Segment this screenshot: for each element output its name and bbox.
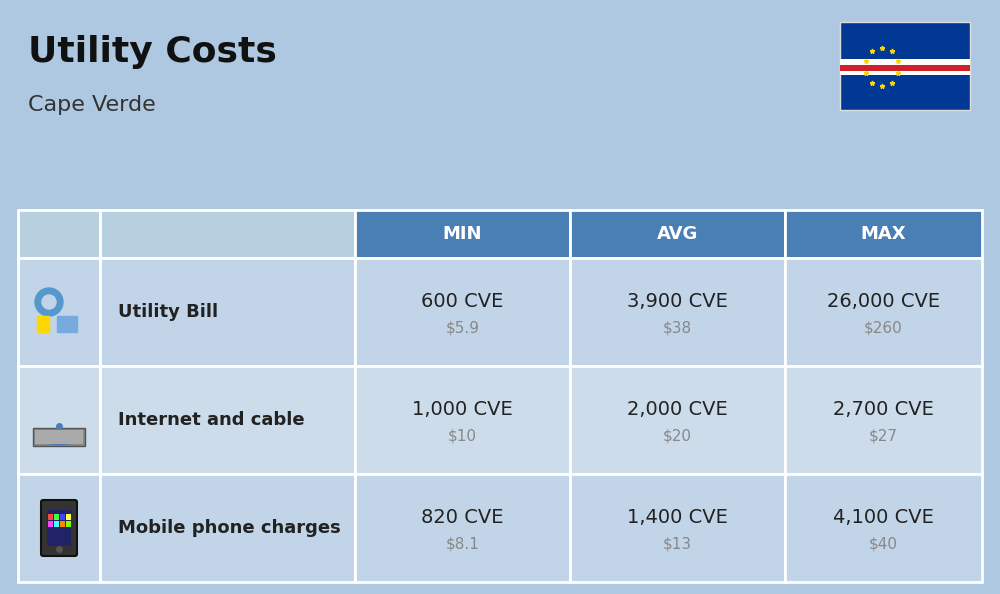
Bar [54, 521, 59, 527]
Text: MAX: MAX [861, 225, 906, 243]
Bar [66, 521, 71, 527]
Bar [100, 258, 355, 366]
Text: $40: $40 [869, 537, 898, 552]
Bar [48, 514, 53, 520]
Bar [355, 258, 570, 366]
Bar [355, 474, 570, 582]
Text: Mobile phone charges: Mobile phone charges [118, 519, 341, 537]
Text: Utility Bill: Utility Bill [118, 303, 218, 321]
Bar [840, 59, 970, 75]
Bar [785, 366, 982, 474]
Text: Internet and cable: Internet and cable [118, 411, 305, 429]
Bar [355, 210, 570, 258]
Text: 600 CVE: 600 CVE [421, 292, 504, 311]
Bar [840, 22, 970, 110]
Text: MIN: MIN [443, 225, 482, 243]
Text: $5.9: $5.9 [446, 321, 480, 336]
Bar [33, 428, 85, 446]
Text: 2,000 CVE: 2,000 CVE [627, 400, 728, 419]
Bar [355, 366, 570, 474]
Bar [840, 65, 970, 71]
Text: $260: $260 [864, 321, 903, 336]
Bar [48, 521, 53, 527]
Bar [60, 521, 65, 527]
Bar [100, 366, 355, 474]
FancyBboxPatch shape [41, 500, 77, 556]
Bar [35, 430, 83, 444]
Text: 3,900 CVE: 3,900 CVE [627, 292, 728, 311]
Bar [570, 366, 785, 474]
Bar [570, 474, 785, 582]
Bar [54, 514, 59, 520]
Bar [57, 316, 77, 332]
Text: 2,700 CVE: 2,700 CVE [833, 400, 934, 419]
Bar [785, 258, 982, 366]
Bar [785, 474, 982, 582]
Bar [785, 210, 982, 258]
Text: $20: $20 [663, 429, 692, 444]
Text: $38: $38 [663, 321, 692, 336]
Bar [18, 258, 100, 366]
Bar [60, 514, 65, 520]
Bar [570, 258, 785, 366]
Text: AVG: AVG [657, 225, 698, 243]
Text: $13: $13 [663, 537, 692, 552]
Text: $8.1: $8.1 [446, 537, 479, 552]
Text: 1,400 CVE: 1,400 CVE [627, 508, 728, 527]
Circle shape [42, 295, 56, 309]
Bar [100, 210, 355, 258]
Bar [66, 514, 71, 520]
Bar [18, 474, 100, 582]
Circle shape [35, 288, 63, 316]
Text: 1,000 CVE: 1,000 CVE [412, 400, 513, 419]
Text: $27: $27 [869, 429, 898, 444]
Text: Utility Costs: Utility Costs [28, 35, 277, 69]
Bar [47, 510, 71, 546]
Text: 820 CVE: 820 CVE [421, 508, 504, 527]
Text: Cape Verde: Cape Verde [28, 95, 156, 115]
Bar [100, 474, 355, 582]
Text: $10: $10 [448, 429, 477, 444]
Bar [570, 210, 785, 258]
Bar [37, 316, 49, 332]
Text: 4,100 CVE: 4,100 CVE [833, 508, 934, 527]
Bar [18, 366, 100, 474]
Bar [18, 210, 100, 258]
Text: 26,000 CVE: 26,000 CVE [827, 292, 940, 311]
